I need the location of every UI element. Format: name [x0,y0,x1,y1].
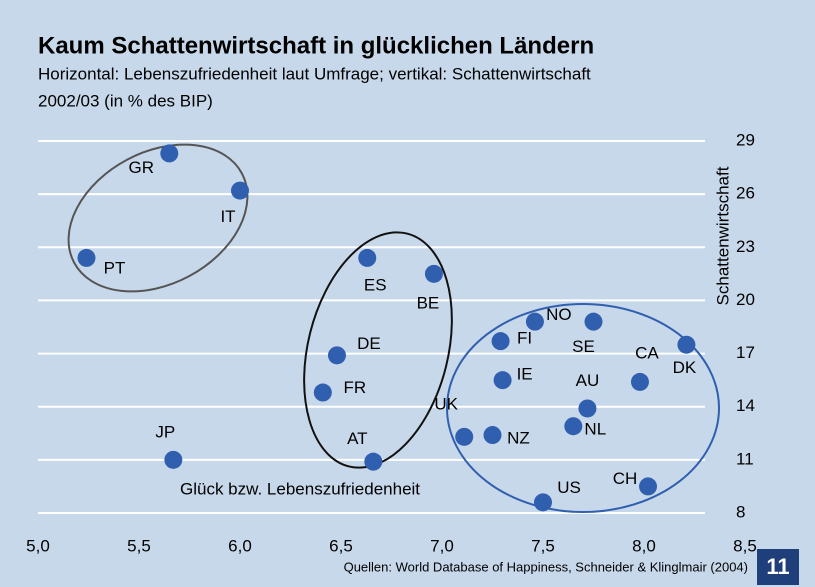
point-label: JP [155,422,175,441]
point-label: NL [584,420,606,439]
y-tick-label: 23 [736,237,755,256]
point [630,372,649,391]
point [231,181,249,200]
point [358,248,377,267]
x-tick-label: 7,5 [531,536,555,555]
x-tick-label: 7,0 [430,536,454,555]
point [455,427,474,446]
point [160,144,179,163]
point [534,493,552,512]
x-tick-label: 8,0 [632,536,656,555]
point [677,335,696,354]
y-tick-label: 29 [736,130,755,149]
point [424,264,443,283]
page-number: 11 [766,554,789,579]
y-tick-label: 14 [736,396,755,415]
point [364,452,383,471]
point [77,248,96,267]
x-tick-label: 5,5 [127,536,151,555]
point-label: NO [546,305,572,324]
point-label: NZ [507,429,530,448]
y-tick-label: 20 [736,290,755,309]
page-badge [757,549,799,585]
point-label: BE [417,293,440,312]
point [491,332,510,351]
x-tick-label: 6,5 [329,536,353,555]
point-label: SE [572,337,595,356]
point [327,346,346,365]
y-tick-label: 8 [736,502,745,521]
y-axis-label: Schattenwirtschaft [713,166,732,305]
point-label: IE [517,365,533,384]
subtitle: Horizontal: Lebenszufriedenheit laut Umf… [38,64,591,83]
point [313,383,332,402]
point [493,371,512,390]
point [483,426,502,445]
point-label: GR [129,158,155,177]
x-tick-label: 8,5 [733,536,757,555]
y-tick-label: 11 [736,449,754,468]
point-label: CH [613,469,638,488]
point-label: DK [673,358,697,377]
x-tick-label: 6,0 [228,536,252,555]
point [525,312,544,331]
point-label: UK [434,394,458,413]
point-label: US [557,478,581,497]
y-tick-label: 17 [736,343,755,362]
subtitle: 2002/03 (in % des BIP) [38,91,213,110]
point-label: AT [347,429,367,448]
point-label: IT [220,207,235,226]
y-tick-label: 26 [736,184,755,203]
point [578,399,597,418]
group-ellipse [67,143,249,293]
point [164,450,183,469]
point-label: FR [343,378,366,397]
x-tick-label: 5,0 [26,536,50,555]
point-label: ES [364,275,387,294]
point [639,477,658,496]
x-axis-label: Glück bzw. Lebenszufriedenheit [180,479,420,498]
point [584,312,603,331]
point [564,417,583,436]
group-ellipse [446,303,720,513]
point-label: AU [576,371,600,390]
point-label: DE [357,334,381,353]
chart-title: Kaum Schattenwirtschaft in glücklichen L… [38,32,594,59]
point-label: FI [517,329,532,348]
point-label: CA [635,343,659,362]
point-label: PT [104,258,126,277]
source: Quellen: World Database of Happiness, Sc… [344,559,748,574]
group-ellipse [303,231,453,469]
